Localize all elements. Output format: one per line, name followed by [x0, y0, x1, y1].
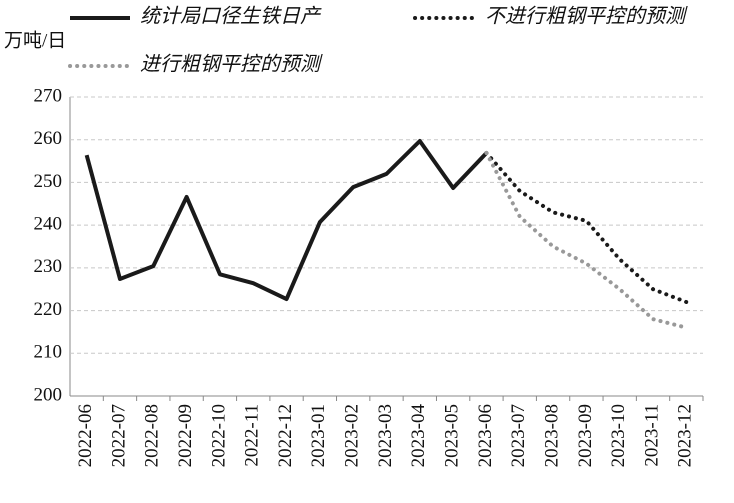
x-tick-label: 2023-08	[541, 404, 562, 467]
y-tick-label: 250	[34, 171, 63, 192]
legend-label: 统计局口径生铁日产	[140, 6, 322, 28]
y-tick-label: 240	[34, 214, 63, 235]
x-tick-label: 2023-11	[641, 404, 662, 467]
x-tick-label: 2023-02	[342, 404, 363, 467]
x-tick-label: 2023-12	[675, 404, 696, 467]
legend-label: 不进行粗钢平控的预测	[485, 6, 688, 28]
x-tick-label: 2022-10	[208, 404, 229, 467]
x-tick-label: 2023-04	[408, 404, 429, 468]
y-tick-label: 270	[34, 85, 63, 106]
x-tick-label: 2023-05	[441, 404, 462, 467]
series-line	[84, 138, 488, 302]
series-line	[484, 150, 689, 330]
x-tick-label: 2022-08	[142, 404, 163, 467]
x-tick-label: 2023-10	[608, 404, 629, 467]
x-tick-label: 2022-11	[242, 404, 263, 467]
x-tick-label: 2022-07	[108, 404, 129, 467]
x-tick-label: 2023-01	[308, 404, 329, 467]
x-tick-label: 2022-09	[175, 404, 196, 467]
y-tick-label: 220	[34, 299, 63, 320]
x-tick-label: 2023-09	[575, 404, 596, 467]
y-tick-label: 230	[34, 256, 63, 277]
x-tick-label: 2023-06	[475, 404, 496, 467]
legend-label: 进行粗钢平控的预测	[140, 54, 323, 76]
x-tick-label: 2022-12	[275, 404, 296, 467]
x-tick-label: 2022-06	[75, 404, 96, 467]
y-tick-label: 200	[34, 384, 63, 405]
y-axis-label: 万吨/日	[4, 29, 66, 51]
y-tick-label: 210	[34, 342, 63, 363]
x-tick-label: 2023-03	[375, 404, 396, 467]
x-tick-label: 2023-07	[508, 404, 529, 467]
series-line	[484, 150, 689, 305]
y-tick-label: 260	[34, 128, 63, 149]
